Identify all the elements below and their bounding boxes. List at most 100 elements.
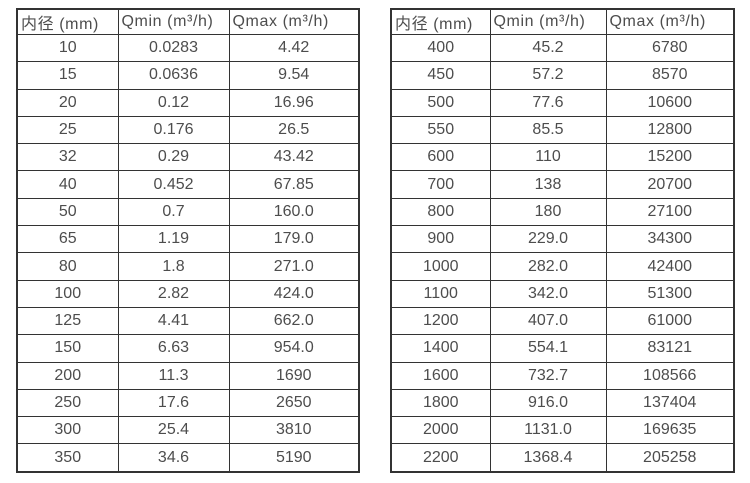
cell: 282.0	[489, 252, 607, 281]
table-row: 40 0.452 67.85	[16, 170, 360, 199]
cell: 27100	[605, 197, 735, 227]
cell: 1200	[390, 306, 491, 336]
cell: 12800	[605, 115, 735, 145]
column-header-qmin: Qmin (m³/h)	[489, 8, 607, 35]
header-row: 内径 (mm) Qmin (m³/h) Qmax (m³/h)	[16, 8, 360, 35]
table-row: 100 2.82 424.0	[16, 279, 360, 308]
cell: 1131.0	[489, 416, 607, 445]
cell: 65	[16, 225, 119, 254]
table-row: 700 138 20700	[390, 170, 735, 199]
table-row: 2200 1368.4 205258	[390, 443, 735, 473]
cell: 51300	[605, 279, 735, 308]
table-row: 800 180 27100	[390, 197, 735, 227]
cell: 4.41	[117, 306, 230, 336]
cell: 2200	[390, 443, 491, 473]
table-row: 600 110 15200	[390, 143, 735, 172]
cell: 43.42	[228, 143, 360, 172]
diameter-flow-table-small: 内径 (mm) Qmin (m³/h) Qmax (m³/h) 10 0.0283…	[16, 8, 360, 473]
cell: 17.6	[117, 388, 230, 418]
table-row: 80 1.8 271.0	[16, 252, 360, 281]
table-row: 1800 916.0 137404	[390, 388, 735, 418]
cell: 180	[489, 197, 607, 227]
cell: 700	[390, 170, 491, 199]
table-row: 250 17.6 2650	[16, 388, 360, 418]
cell: 0.452	[117, 170, 230, 199]
table-row: 2000 1131.0 169635	[390, 416, 735, 445]
table-row: 15 0.0636 9.54	[16, 61, 360, 90]
cell: 160.0	[228, 197, 360, 227]
table-row: 20 0.12 16.96	[16, 88, 360, 117]
cell: 500	[390, 88, 491, 117]
cell: 45.2	[489, 33, 607, 63]
cell: 550	[390, 115, 491, 145]
cell: 200	[16, 361, 119, 390]
cell: 2650	[228, 388, 360, 418]
cell: 0.29	[117, 143, 230, 172]
cell: 85.5	[489, 115, 607, 145]
cell: 954.0	[228, 334, 360, 363]
table-row: 550 85.5 12800	[390, 115, 735, 145]
cell: 77.6	[489, 88, 607, 117]
cell: 450	[390, 61, 491, 90]
table-row: 25 0.176 26.5	[16, 115, 360, 145]
cell: 10600	[605, 88, 735, 117]
cell: 26.5	[228, 115, 360, 145]
cell: 1368.4	[489, 443, 607, 473]
table-row: 1400 554.1 83121	[390, 334, 735, 363]
table-row: 1600 732.7 108566	[390, 361, 735, 390]
cell: 138	[489, 170, 607, 199]
cell: 0.176	[117, 115, 230, 145]
table-row: 400 45.2 6780	[390, 33, 735, 63]
cell: 0.7	[117, 197, 230, 227]
cell: 40	[16, 170, 119, 199]
column-header-qmin: Qmin (m³/h)	[117, 8, 230, 35]
cell: 205258	[605, 443, 735, 473]
cell: 0.0636	[117, 61, 230, 90]
cell: 4.42	[228, 33, 360, 63]
cell: 9.54	[228, 61, 360, 90]
cell: 34300	[605, 225, 735, 254]
table-row: 1000 282.0 42400	[390, 252, 735, 281]
cell: 1600	[390, 361, 491, 390]
cell: 110	[489, 143, 607, 172]
cell: 3810	[228, 416, 360, 445]
cell: 15	[16, 61, 119, 90]
cell: 11.3	[117, 361, 230, 390]
cell: 150	[16, 334, 119, 363]
cell: 662.0	[228, 306, 360, 336]
column-header-diameter: 内径 (mm)	[390, 8, 491, 35]
cell: 6.63	[117, 334, 230, 363]
table-row: 125 4.41 662.0	[16, 306, 360, 336]
cell: 100	[16, 279, 119, 308]
cell: 1400	[390, 334, 491, 363]
cell: 15200	[605, 143, 735, 172]
cell: 1800	[390, 388, 491, 418]
cell: 1.19	[117, 225, 230, 254]
column-header-diameter: 内径 (mm)	[16, 8, 119, 35]
cell: 300	[16, 416, 119, 445]
cell: 424.0	[228, 279, 360, 308]
cell: 600	[390, 143, 491, 172]
cell: 1.8	[117, 252, 230, 281]
cell: 80	[16, 252, 119, 281]
cell: 20	[16, 88, 119, 117]
cell: 342.0	[489, 279, 607, 308]
cell: 1000	[390, 252, 491, 281]
table-row: 150 6.63 954.0	[16, 334, 360, 363]
cell: 2.82	[117, 279, 230, 308]
table-row: 450 57.2 8570	[390, 61, 735, 90]
cell: 229.0	[489, 225, 607, 254]
cell: 8570	[605, 61, 735, 90]
cell: 916.0	[489, 388, 607, 418]
cell: 32	[16, 143, 119, 172]
cell: 732.7	[489, 361, 607, 390]
cell: 50	[16, 197, 119, 227]
table-row: 200 11.3 1690	[16, 361, 360, 390]
cell: 16.96	[228, 88, 360, 117]
cell: 83121	[605, 334, 735, 363]
cell: 25.4	[117, 416, 230, 445]
cell: 108566	[605, 361, 735, 390]
cell: 900	[390, 225, 491, 254]
cell: 179.0	[228, 225, 360, 254]
